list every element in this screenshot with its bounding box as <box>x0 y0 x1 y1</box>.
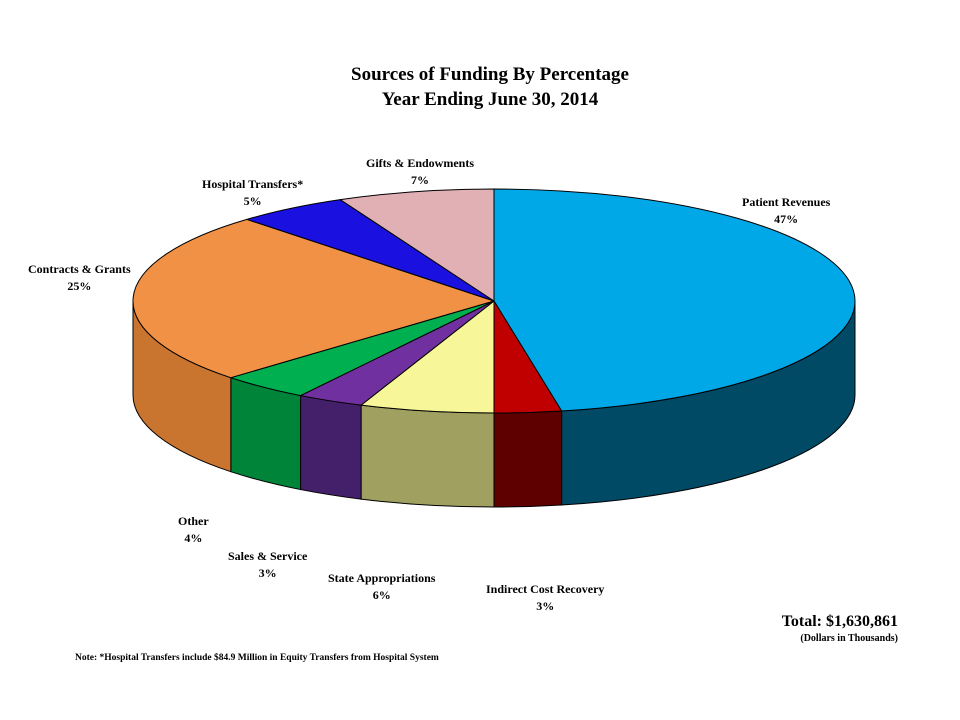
pie-slice-patient-revenues <box>493 188 856 412</box>
total-block: Total: $1,630,861 (Dollars in Thousands) <box>782 612 898 646</box>
slice-label-other: Other 4% <box>178 513 209 547</box>
pie-side-state-appropriations <box>360 404 495 508</box>
slice-label-text: Contracts & Grants <box>28 262 131 276</box>
slice-label-indirect-cost-recovery: Indirect Cost Recovery 3% <box>486 581 604 615</box>
chart-subtitle: Year Ending June 30, 2014 <box>381 89 599 110</box>
slice-label-text: Hospital Transfers* <box>202 177 304 191</box>
pie-slice-state-appropriations <box>360 300 495 414</box>
slice-label-pct: 47% <box>774 212 799 226</box>
chart-title: Sources of Funding By Percentage <box>351 64 629 85</box>
slice-label-contracts-grants: Contracts & Grants 25% <box>28 261 131 295</box>
pie-side-sales-service <box>300 394 362 500</box>
slice-label-text: State Appropriations <box>328 571 436 585</box>
total-unit: (Dollars in Thousands) <box>800 633 898 644</box>
pie-side-indirect-cost-recovery <box>493 410 563 508</box>
footnote: Note: *Hospital Transfers include $84.9 … <box>75 653 439 663</box>
slice-label-pct: 3% <box>536 599 555 613</box>
slice-label-hospital-transfers: Hospital Transfers* 5% <box>202 176 303 210</box>
slice-label-state-appropriations: State Appropriations 6% <box>328 570 435 604</box>
slice-label-pct: 6% <box>372 588 391 602</box>
slice-label-text: Patient Revenues <box>742 195 831 209</box>
slice-label-pct: 5% <box>243 194 262 208</box>
pie-top-group <box>132 188 856 414</box>
slice-label-pct: 4% <box>184 531 203 545</box>
pie-slice-contracts-grants <box>132 218 495 379</box>
slice-label-pct: 25% <box>67 279 92 293</box>
slice-label-gifts-endowments: Gifts & Endowments 7% <box>366 155 474 189</box>
slice-label-text: Indirect Cost Recovery <box>486 582 605 596</box>
slice-label-text: Gifts & Endowments <box>366 156 475 170</box>
chart-title-block: Sources of Funding By Percentage Year En… <box>0 62 960 112</box>
slice-label-pct: 7% <box>411 173 429 187</box>
slice-label-sales-service: Sales & Service 3% <box>228 548 307 582</box>
slice-label-patient-revenues: Patient Revenues 47% <box>742 194 830 228</box>
slice-label-text: Sales & Service <box>228 549 308 563</box>
pie-slice-gifts-endowments <box>339 188 495 302</box>
total-value: Total: $1,630,861 <box>781 613 898 630</box>
pie-side-other <box>230 376 302 491</box>
slice-label-text: Other <box>178 514 209 528</box>
slice-label-pct: 3% <box>258 566 277 580</box>
